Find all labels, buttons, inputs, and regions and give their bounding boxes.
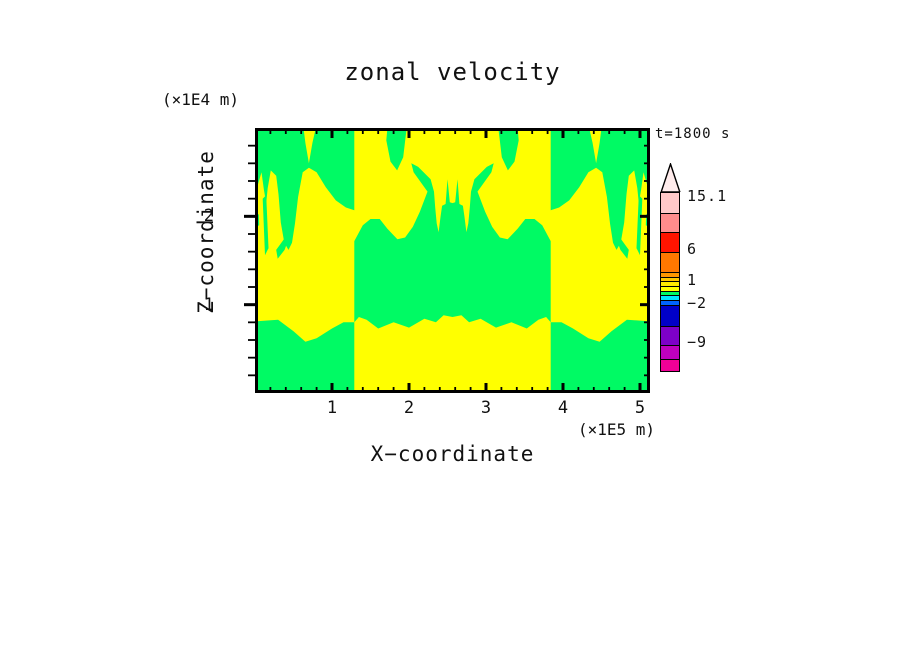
green-region-upper-left-cell xyxy=(255,128,355,250)
green-regions-right xyxy=(452,128,650,393)
x-tick-label: 3 xyxy=(480,398,492,418)
green-region-curl-finger xyxy=(606,188,629,259)
x-tick-label: 2 xyxy=(403,398,415,418)
colorbar-segment xyxy=(660,304,680,328)
green-region-top-teardrop xyxy=(498,128,519,171)
green-region-mid-band-body xyxy=(354,163,453,329)
green-region-thin-finger xyxy=(262,195,269,256)
plot-title: zonal velocity xyxy=(344,58,561,86)
time-label: t=1800 s xyxy=(655,126,731,142)
green-region-curl-finger xyxy=(276,188,299,259)
colorbar-level-label: 15.1 xyxy=(687,187,728,205)
colorbar-level-label: −9 xyxy=(687,333,708,351)
x-tick-label: 4 xyxy=(557,398,569,418)
x-axis-label: X−coordinate xyxy=(370,442,535,466)
field xyxy=(255,128,650,393)
z-tick-label: 1 xyxy=(203,294,214,315)
x-tick-label: 5 xyxy=(634,398,646,418)
green-region-upper-left-cell xyxy=(550,128,650,250)
green-region-bottom-left-layer xyxy=(255,319,355,393)
z-tick-label: 2 xyxy=(203,206,214,227)
green-regions-left xyxy=(255,128,453,393)
colorbar-segment xyxy=(660,212,680,234)
colorbar-level-label: 6 xyxy=(687,240,698,258)
colorbar-segment xyxy=(660,192,680,214)
colorbar-level-label: 1 xyxy=(687,271,698,289)
z-axis-units: (×1E4 m) xyxy=(162,90,240,109)
contour-plot xyxy=(244,128,650,393)
colorbar-segment xyxy=(660,358,680,372)
colorbar xyxy=(660,163,682,372)
green-region-mid-band-body xyxy=(452,163,551,329)
green-region-thin-finger xyxy=(636,195,643,256)
x-tick-label: 1 xyxy=(326,398,338,418)
x-axis-units: (×1E5 m) xyxy=(577,420,655,439)
green-region-top-teardrop xyxy=(386,128,407,171)
z-axis-label: Z−coordinate xyxy=(194,150,218,314)
colorbar-arrow xyxy=(660,163,681,192)
colorbar-segment xyxy=(660,326,680,347)
colorbar-segment xyxy=(660,232,680,254)
colorbar-segment xyxy=(660,252,680,274)
colorbar-level-label: −2 xyxy=(687,294,708,312)
green-region-bottom-left-layer xyxy=(550,319,650,393)
plot-frame xyxy=(255,128,650,393)
